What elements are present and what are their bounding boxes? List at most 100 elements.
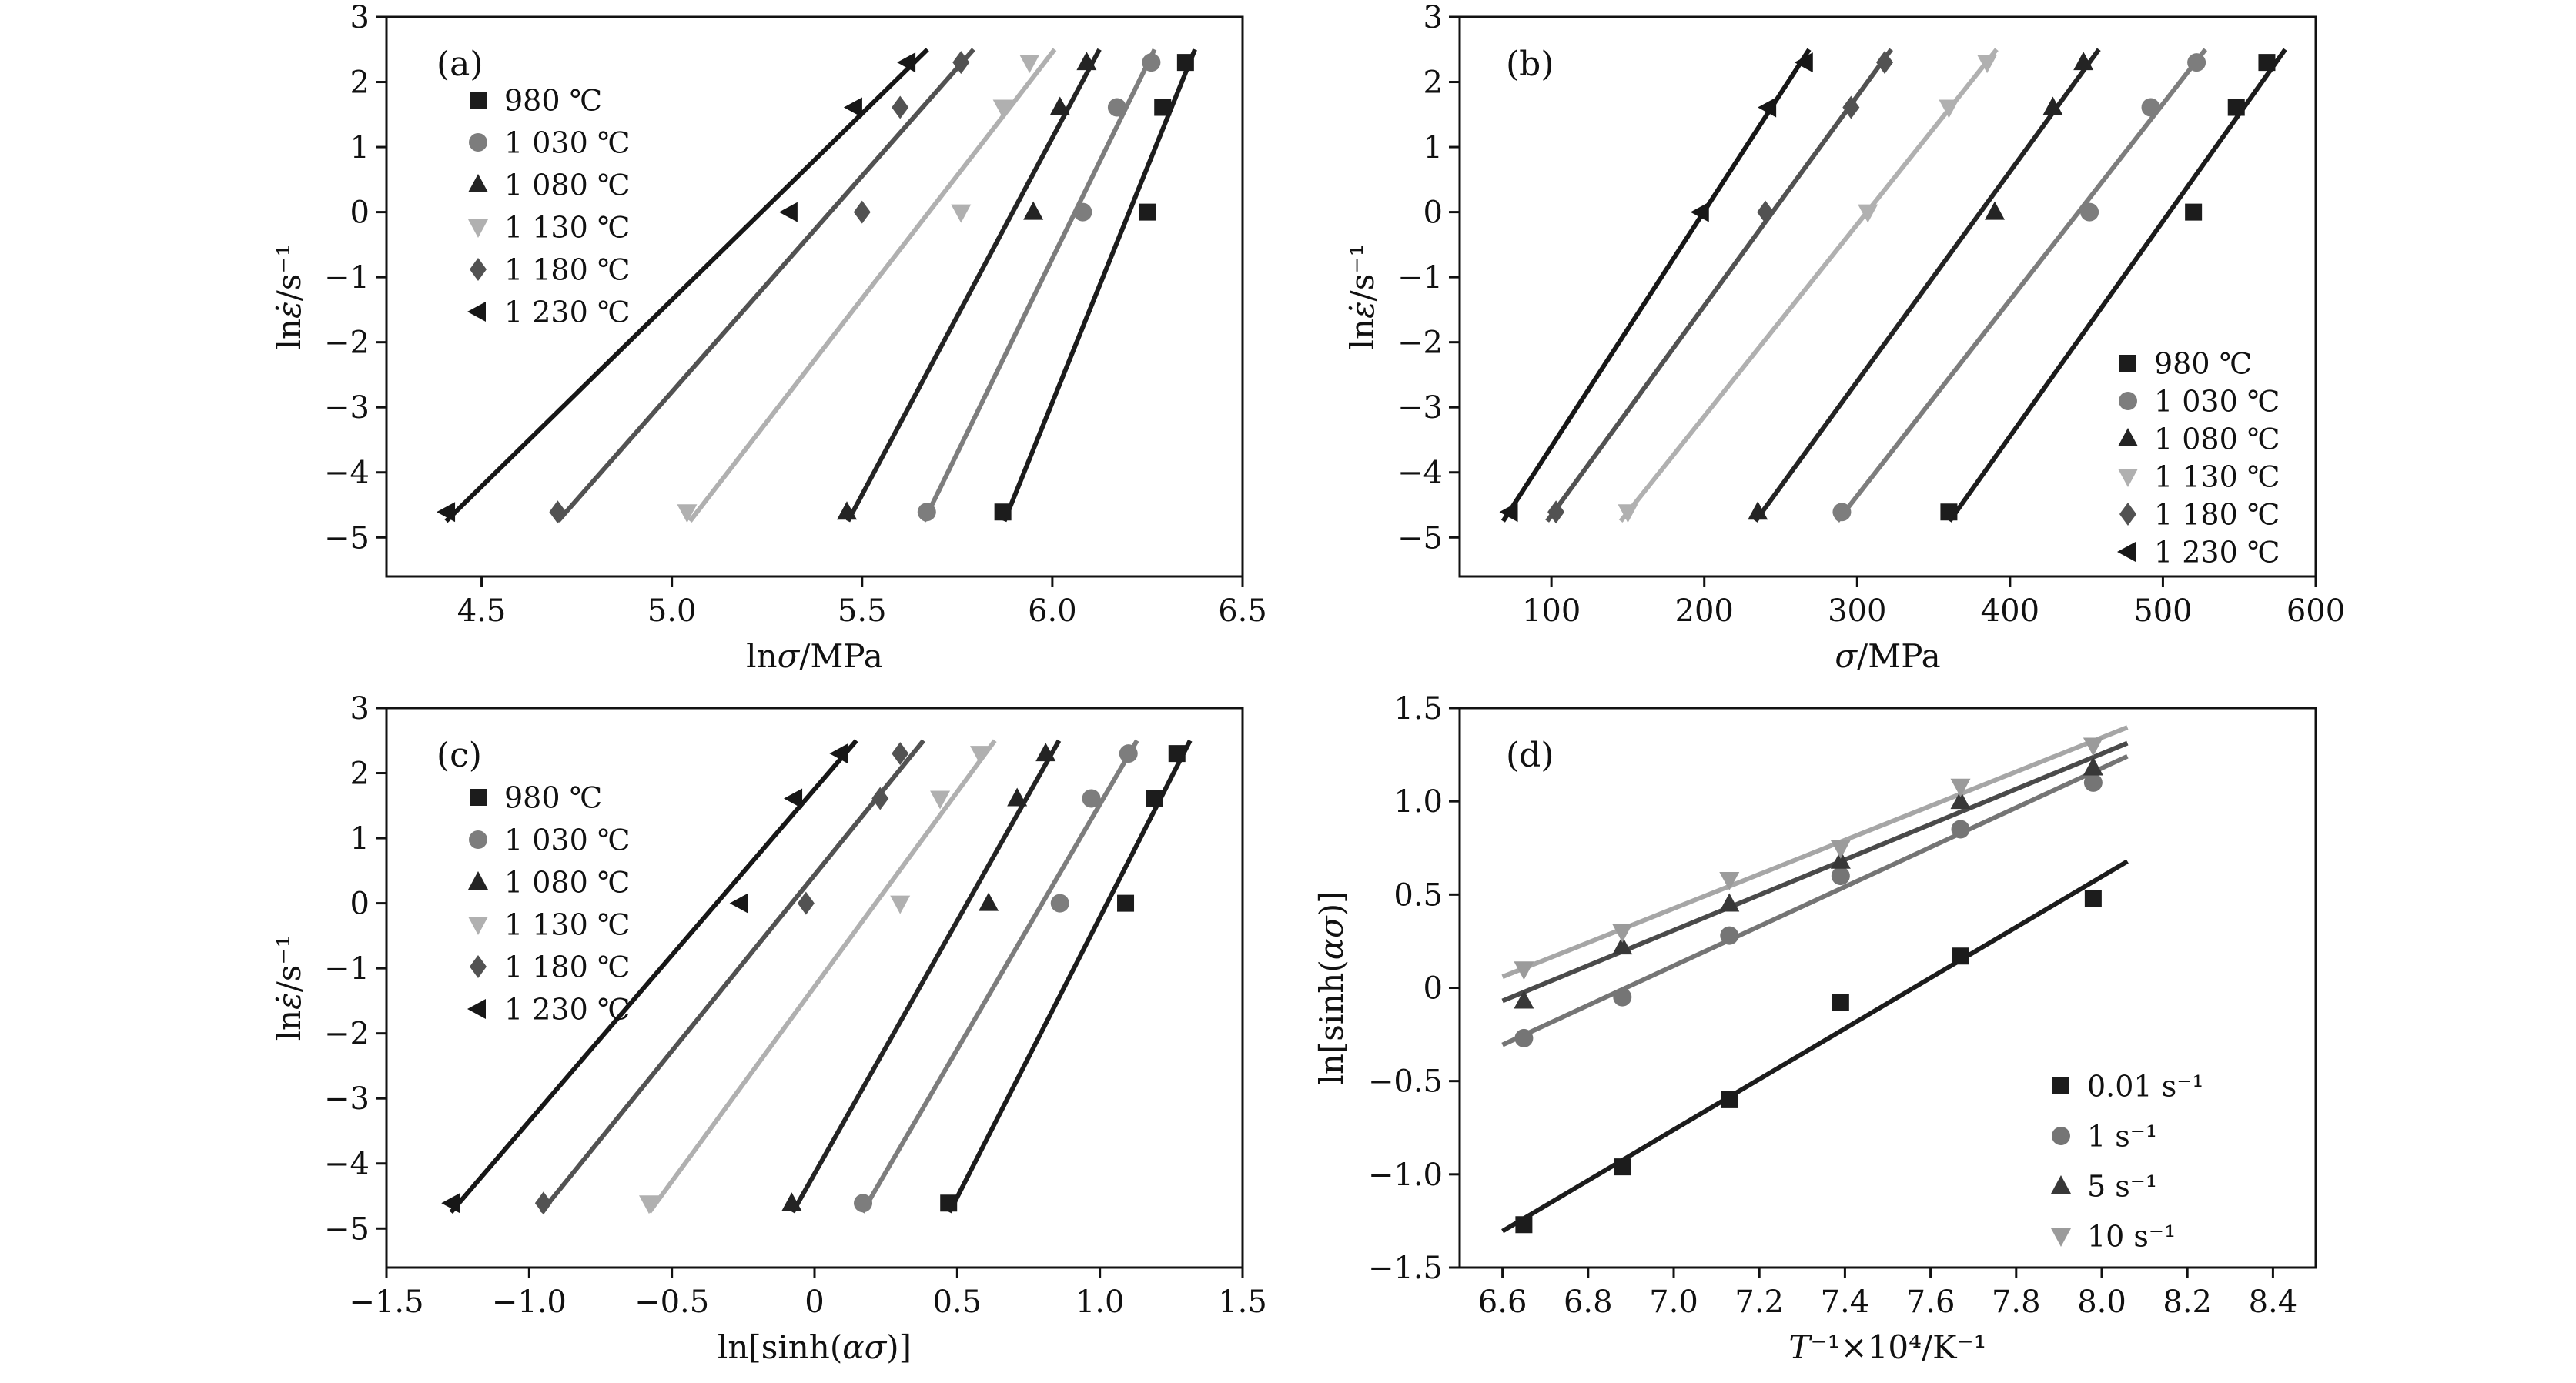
data-point	[1168, 745, 1186, 763]
legend-label: 1 230 ℃	[2154, 535, 2280, 569]
legend-marker	[2052, 1127, 2070, 1145]
data-point	[2258, 54, 2276, 72]
series-980-℃	[1002, 48, 1197, 523]
x-tick-label: 6.8	[1564, 1284, 1613, 1320]
series-0.01-s⁻¹	[1501, 859, 2129, 1234]
y-tick-label: −2	[324, 1017, 370, 1052]
y-axis-label: lnε̇/s⁻¹	[270, 935, 308, 1041]
chart-c: −1.5 −1.0 −0.5 0 0.5 1.0 1.5 3 2 1 0 −1 −2 −3 −4 −5 ln[s…	[270, 691, 1267, 1366]
y-tick-label: −1.5	[1368, 1251, 1443, 1286]
x-axis-label: T⁻¹×10⁴/K⁻¹	[1788, 1328, 1986, 1366]
fit-line	[647, 739, 997, 1214]
legend: 980 ℃1 030 ℃1 080 ℃1 130 ℃1 180 ℃1 230 ℃	[467, 780, 630, 1026]
fit-line	[791, 739, 1062, 1214]
panel-label: (c)	[437, 736, 482, 775]
y-tick-label: −3	[324, 1081, 370, 1117]
y-tick-label: −0.5	[1368, 1064, 1443, 1100]
y-tick-label: 0	[1423, 971, 1443, 1007]
data-point	[1748, 501, 1768, 520]
fit-line	[1500, 48, 1812, 523]
fit-line	[1545, 48, 1893, 523]
y-tick-label: 1.5	[1393, 691, 1443, 727]
legend-label: 1 080 ℃	[504, 865, 630, 899]
legend-marker	[2051, 1175, 2071, 1194]
data-point	[1618, 504, 1638, 523]
y-tick-label: −4	[324, 1147, 370, 1182]
legend-label: 1 230 ℃	[504, 295, 630, 329]
data-point	[1076, 52, 1097, 71]
x-tick-label: 5.0	[647, 593, 697, 629]
y-tick-label: −1.0	[1368, 1158, 1443, 1193]
legend-label: 980 ℃	[504, 83, 602, 117]
x-axis-label: σ/MPa	[1835, 637, 1940, 675]
legend-label: 1 180 ℃	[504, 950, 630, 984]
fit-line	[1618, 48, 1999, 523]
data-point	[952, 51, 970, 75]
x-axis-label: lnσ/MPa	[746, 637, 883, 675]
data-point	[837, 501, 858, 520]
x-tick-label: 6.6	[1478, 1284, 1527, 1320]
x-tick-label: 8.0	[2077, 1284, 2126, 1320]
data-point	[2227, 99, 2245, 116]
legend-marker	[2118, 428, 2138, 446]
data-point	[2084, 890, 2102, 907]
data-point	[1977, 55, 1998, 74]
data-point	[1950, 778, 1971, 797]
series-1-s⁻¹	[1501, 753, 2129, 1047]
chart-d: 6.6 6.8 7.0 7.2 7.4 7.6 7.8 8.0 8.2 8.4 1.5 1.0 0.5 0…	[1313, 691, 2317, 1366]
fit-line	[1835, 48, 2208, 523]
x-tick-label: 7.2	[1735, 1284, 1784, 1320]
data-point	[784, 788, 803, 809]
legend-marker	[468, 917, 488, 935]
y-tick-label: 1	[350, 821, 370, 857]
data-point	[1007, 787, 1028, 807]
data-point	[843, 97, 862, 118]
data-point	[1049, 96, 1070, 115]
fit-line	[539, 739, 925, 1214]
y-tick-label: 0	[350, 887, 370, 922]
data-point	[1719, 871, 1740, 890]
legend-marker	[2052, 1077, 2069, 1094]
data-point	[1719, 893, 1740, 912]
y-tick-label: −2	[1397, 326, 1443, 361]
data-point	[994, 503, 1012, 521]
data-point	[1514, 990, 1534, 1009]
legend-marker	[470, 258, 487, 281]
y-tick-label: 3	[1423, 0, 1443, 35]
series-1-130-℃	[647, 739, 997, 1214]
data-point	[992, 99, 1013, 119]
data-point	[1107, 98, 1126, 117]
data-point	[1832, 503, 1852, 522]
y-tick-label: 3	[350, 0, 370, 35]
legend-marker	[467, 302, 486, 322]
data-point	[1035, 743, 1056, 762]
legend-marker	[470, 92, 487, 109]
fit-line	[947, 739, 1193, 1214]
x-tick-label: 1.5	[1218, 1284, 1267, 1320]
data-point	[1951, 820, 1970, 839]
y-axis-label: ln[sinh(ασ)]	[1313, 890, 1350, 1084]
series-1-080-℃	[791, 739, 1062, 1214]
data-point	[729, 893, 748, 914]
fit-line	[845, 48, 1102, 523]
fit-line	[1501, 859, 2129, 1234]
data-point	[1612, 924, 1633, 943]
series-1-030-℃	[1835, 48, 2208, 523]
x-axis-label: ln[sinh(ασ)]	[718, 1328, 912, 1366]
legend-marker	[2119, 392, 2137, 410]
data-point	[1139, 203, 1156, 221]
data-point	[892, 95, 909, 119]
legend: 980 ℃1 030 ℃1 080 ℃1 130 ℃1 180 ℃1 230 ℃	[2117, 346, 2280, 569]
fit-line	[687, 48, 1057, 523]
data-point	[979, 892, 999, 911]
data-point	[1146, 790, 1163, 807]
y-tick-label: 0	[350, 195, 370, 231]
fit-line	[449, 739, 858, 1214]
x-tick-label: 200	[1675, 593, 1734, 629]
data-point	[441, 1193, 460, 1214]
plot-frame	[1458, 15, 2317, 578]
fit-line	[922, 48, 1157, 523]
fit-line	[444, 48, 929, 523]
plot-frame	[385, 15, 1244, 578]
panel-label: (d)	[1506, 736, 1554, 775]
